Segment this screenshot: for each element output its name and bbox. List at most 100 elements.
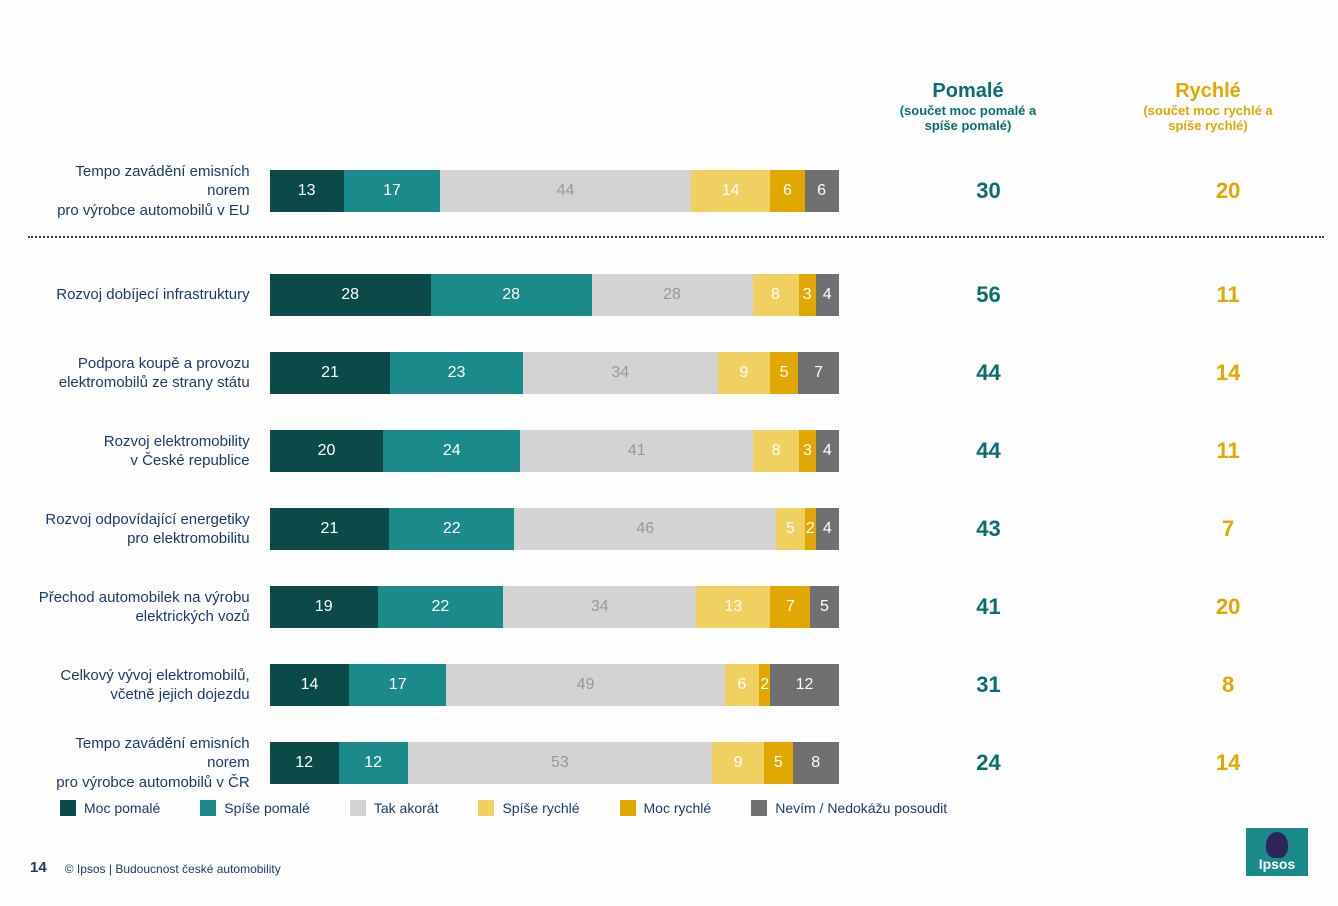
divider-line xyxy=(28,236,1324,238)
bar-segment: 6 xyxy=(770,170,804,212)
sum-rychle: 20 xyxy=(1148,594,1308,620)
header-pomale-title: Pomalé xyxy=(888,80,1048,103)
bar-segment: 21 xyxy=(270,508,390,550)
bar-segment: 4 xyxy=(816,430,839,472)
bar-segment: 2 xyxy=(805,508,816,550)
bar-segment: 5 xyxy=(770,352,799,394)
bar-segment: 5 xyxy=(776,508,804,550)
row-label: Tempo zavádění emisních norempro výrobce… xyxy=(30,734,270,793)
bar-container: 1922341375 xyxy=(270,586,839,628)
copyright-text: © Ipsos | Budoucnost české automobility xyxy=(65,862,281,876)
bar-segment: 46 xyxy=(514,508,776,550)
header-rychle-sub: (součet moc rychlé a spíše rychlé) xyxy=(1128,103,1288,133)
bar-segment: 41 xyxy=(520,430,753,472)
sum-pomale: 43 xyxy=(909,516,1069,542)
sum-rychle: 11 xyxy=(1148,282,1308,308)
bar-segment: 28 xyxy=(431,274,592,316)
page-number: 14 xyxy=(30,859,47,876)
legend-item: Moc pomalé xyxy=(60,800,160,816)
chart-row: Podpora koupě a provozuelektromobilů ze … xyxy=(30,352,1308,394)
chart-row: Tempo zavádění emisních norempro výrobce… xyxy=(30,742,1308,784)
chart-area: Tempo zavádění emisních norempro výrobce… xyxy=(30,170,1308,820)
sum-pomale: 24 xyxy=(909,750,1069,776)
legend-item: Moc rychlé xyxy=(620,800,712,816)
bar-segment: 13 xyxy=(270,170,344,212)
bar-container: 1317441466 xyxy=(270,170,839,212)
bar-segment: 8 xyxy=(793,742,839,784)
bar-container: 212246524 xyxy=(270,508,839,550)
sum-pomale: 44 xyxy=(909,360,1069,386)
legend-swatch xyxy=(620,800,636,816)
bar-segment: 6 xyxy=(805,170,839,212)
legend-label: Tak akorát xyxy=(374,800,439,816)
legend-label: Moc rychlé xyxy=(644,800,712,816)
bar-segment: 14 xyxy=(270,664,350,706)
legend-item: Spíše pomalé xyxy=(200,800,310,816)
legend-swatch xyxy=(200,800,216,816)
bar-segment: 53 xyxy=(408,742,713,784)
bar-segment: 3 xyxy=(799,430,816,472)
legend-item: Nevím / Nedokážu posoudit xyxy=(751,800,947,816)
legend-swatch xyxy=(60,800,76,816)
row-label: Celkový vývoj elektromobilů,včetně jejic… xyxy=(30,666,270,705)
bar-container: 121253958 xyxy=(270,742,839,784)
bar-segment: 4 xyxy=(816,508,839,550)
bar-segment: 7 xyxy=(770,586,810,628)
bar-segment: 19 xyxy=(270,586,378,628)
sum-pomale: 30 xyxy=(909,178,1069,204)
bar-segment: 3 xyxy=(799,274,816,316)
row-label: Rozvoj odpovídající energetikypro elektr… xyxy=(30,510,270,549)
chart-row: Přechod automobilek na výrobuelektrickýc… xyxy=(30,586,1308,628)
legend-item: Spíše rychlé xyxy=(478,800,579,816)
bar-segment: 34 xyxy=(523,352,718,394)
legend-item: Tak akorát xyxy=(350,800,439,816)
sum-rychle: 11 xyxy=(1148,438,1308,464)
sum-rychle: 20 xyxy=(1148,178,1308,204)
bar-segment: 2 xyxy=(759,664,770,706)
bar-container: 1417496212 xyxy=(270,664,839,706)
bar-segment: 28 xyxy=(270,274,431,316)
bar-segment: 20 xyxy=(270,430,384,472)
bar-segment: 13 xyxy=(696,586,770,628)
row-label: Přechod automobilek na výrobuelektrickýc… xyxy=(30,588,270,627)
chart-row: Tempo zavádění emisních norempro výrobce… xyxy=(30,170,1308,212)
bar-segment: 12 xyxy=(339,742,408,784)
bar-segment: 9 xyxy=(718,352,770,394)
row-label: Rozvoj elektromobilityv České republice xyxy=(30,432,270,471)
header-rychle: Rychlé (součet moc rychlé a spíše rychlé… xyxy=(1128,80,1288,133)
header-rychle-title: Rychlé xyxy=(1128,80,1288,103)
bar-segment: 4 xyxy=(816,274,839,316)
bar-segment: 28 xyxy=(592,274,753,316)
chart-row: Rozvoj dobíjecí infrastruktury2828288345… xyxy=(30,274,1308,316)
bar-segment: 7 xyxy=(798,352,838,394)
sum-rychle: 8 xyxy=(1148,672,1308,698)
bar-segment: 24 xyxy=(383,430,520,472)
bar-segment: 17 xyxy=(344,170,441,212)
header-summary-labels: Pomalé (součet moc pomalé a spíše pomalé… xyxy=(888,80,1288,133)
row-label: Podpora koupě a provozuelektromobilů ze … xyxy=(30,354,270,393)
chart-row: Rozvoj elektromobilityv České republice2… xyxy=(30,430,1308,472)
bar-segment: 14 xyxy=(691,170,771,212)
bar-container: 212334957 xyxy=(270,352,839,394)
sum-pomale: 41 xyxy=(909,594,1069,620)
bar-segment: 5 xyxy=(810,586,838,628)
bar-container: 282828834 xyxy=(270,274,839,316)
header-pomale-sub: (součet moc pomalé a spíše pomalé) xyxy=(888,103,1048,133)
bar-segment: 21 xyxy=(270,352,391,394)
ipsos-logo: Ipsos xyxy=(1246,828,1308,876)
chart-row: Celkový vývoj elektromobilů,včetně jejic… xyxy=(30,664,1308,706)
sum-pomale: 31 xyxy=(909,672,1069,698)
bar-segment: 44 xyxy=(440,170,690,212)
bar-container: 202441834 xyxy=(270,430,839,472)
legend-swatch xyxy=(350,800,366,816)
bar-segment: 22 xyxy=(389,508,514,550)
header-pomale: Pomalé (součet moc pomalé a spíše pomalé… xyxy=(888,80,1048,133)
row-label: Rozvoj dobíjecí infrastruktury xyxy=(30,285,270,305)
row-label: Tempo zavádění emisních norempro výrobce… xyxy=(30,162,270,221)
sum-rychle: 14 xyxy=(1148,750,1308,776)
bar-segment: 49 xyxy=(446,664,725,706)
sum-rychle: 14 xyxy=(1148,360,1308,386)
legend-label: Spíše pomalé xyxy=(224,800,310,816)
bar-segment: 8 xyxy=(753,274,799,316)
bar-segment: 12 xyxy=(270,742,339,784)
